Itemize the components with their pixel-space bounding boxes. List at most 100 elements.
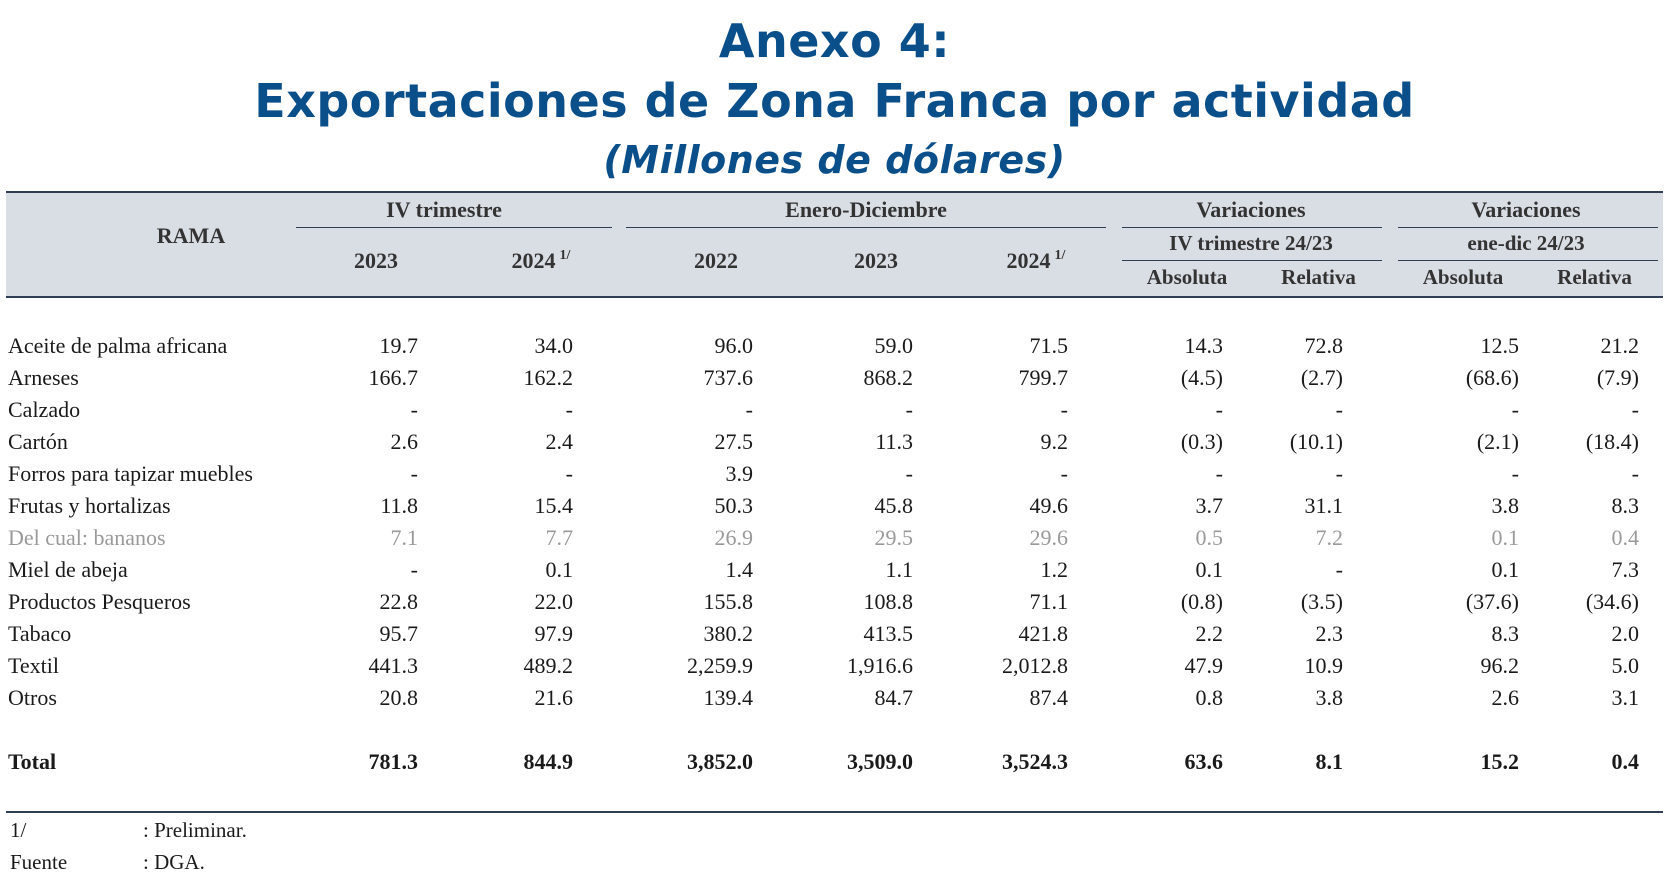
- row-label: Cartón: [8, 429, 68, 454]
- row-value: (68.6): [1465, 365, 1519, 390]
- row-value: 59.0: [874, 333, 914, 358]
- row-value: (2.7): [1300, 365, 1343, 390]
- row-value: 21.6: [534, 685, 574, 710]
- header-col-2023b: 2023: [854, 248, 898, 273]
- table-header: RAMA IV trimestre Enero-Diciembre Variac…: [6, 191, 1663, 298]
- table-row: Aceite de palma africana 19.7 34.0 96.0 59.0…: [8, 330, 1639, 362]
- row-value: 11.3: [875, 429, 913, 454]
- row-value: 3.8: [1491, 493, 1520, 518]
- row-value: 11.8: [380, 493, 418, 518]
- table-subrow: Del cual: bananos 7.1 7.7 26.9 29.5 29.6 0.5 7.…: [8, 522, 1639, 554]
- row-value: 22.0: [534, 589, 574, 614]
- header-col-relativa-1: Relativa: [1281, 265, 1356, 289]
- row-value: 71.1: [1029, 589, 1069, 614]
- row-value: 3.7: [1195, 493, 1224, 518]
- row-value: (0.3): [1180, 429, 1223, 454]
- row-value: -: [1060, 397, 1068, 422]
- row-value: 155.8: [703, 589, 754, 614]
- header-rule-iv: [296, 227, 612, 228]
- row-value: 96.2: [1480, 653, 1520, 678]
- header-rule-var2-sub: [1398, 260, 1658, 261]
- row-value: -: [1060, 461, 1068, 486]
- row-value: -: [565, 461, 573, 486]
- row-value: 31.1: [1304, 493, 1344, 518]
- title-line-1: Anexo 4:: [718, 14, 951, 68]
- header-col-absoluta-2: Absoluta: [1422, 265, 1504, 289]
- row-value: 0.1: [1491, 525, 1520, 550]
- footnote-mark: 1/: [1054, 248, 1066, 263]
- row-value: 3,524.3: [1002, 749, 1068, 774]
- row-value: 21.2: [1600, 333, 1640, 358]
- row-value: 844.9: [523, 749, 574, 774]
- header-group-variaciones-enedic: Variaciones: [1471, 197, 1581, 222]
- row-value: -: [1335, 397, 1343, 422]
- row-label: Frutas y hortalizas: [8, 493, 171, 518]
- header-var2-sub: ene-dic 24/23: [1467, 231, 1585, 255]
- row-value: -: [745, 397, 753, 422]
- table-row: Forros para tapizar muebles - - 3.9 - - - - - -: [8, 458, 1639, 490]
- row-value: 2.0: [1611, 621, 1640, 646]
- row-value: -: [410, 461, 418, 486]
- row-value: 1.2: [1040, 557, 1069, 582]
- row-value: (18.4): [1585, 429, 1639, 454]
- row-value: 29.6: [1029, 525, 1069, 550]
- row-value: 5.0: [1611, 653, 1640, 678]
- table-row: Textil 441.3 489.2 2,259.9 1,916.6 2,012.8 47.…: [8, 650, 1639, 682]
- header-rama: RAMA: [156, 223, 226, 248]
- row-value: 0.4: [1611, 525, 1640, 550]
- row-value: (7.9): [1596, 365, 1639, 390]
- row-value: 3,509.0: [847, 749, 913, 774]
- row-value: 29.5: [874, 525, 914, 550]
- row-value: 26.9: [714, 525, 754, 550]
- row-value: 2.4: [545, 429, 574, 454]
- row-label: Productos Pesqueros: [8, 589, 191, 614]
- row-value: 0.1: [1195, 557, 1224, 582]
- row-label: Textil: [8, 653, 60, 678]
- row-value: 8.3: [1611, 493, 1640, 518]
- row-value: 3,852.0: [687, 749, 753, 774]
- row-value: 12.5: [1480, 333, 1520, 358]
- row-value: -: [1511, 397, 1519, 422]
- row-value: 2.3: [1315, 621, 1344, 646]
- row-value: (0.8): [1180, 589, 1223, 614]
- spacer-cell: [8, 714, 1639, 746]
- table-bottom-rule: [6, 811, 1663, 813]
- row-value: 3.8: [1315, 685, 1344, 710]
- row-value: 421.8: [1018, 621, 1069, 646]
- row-value: 14.3: [1184, 333, 1224, 358]
- row-value: 7.1: [390, 525, 419, 550]
- row-label: Aceite de palma africana: [8, 333, 228, 358]
- row-value: 1.1: [885, 557, 914, 582]
- row-value: 15.4: [534, 493, 574, 518]
- header-col-2024: 2024 1/: [511, 248, 571, 273]
- row-value: (10.1): [1289, 429, 1343, 454]
- row-value: 1.4: [725, 557, 754, 582]
- row-label: Forros para tapizar muebles: [8, 461, 253, 486]
- row-value: 63.6: [1184, 749, 1224, 774]
- row-value: 781.3: [368, 749, 419, 774]
- table-row: Tabaco 95.7 97.9 380.2 413.5 421.8 2.2 2.3 8.3 2.…: [8, 618, 1639, 650]
- row-value: -: [410, 557, 418, 582]
- row-value: 97.9: [534, 621, 574, 646]
- row-value: 49.6: [1029, 493, 1069, 518]
- header-rule-var2: [1398, 227, 1658, 228]
- row-value: 441.3: [368, 653, 419, 678]
- row-value: -: [1215, 461, 1223, 486]
- row-label: Tabaco: [8, 621, 72, 646]
- row-value: -: [410, 397, 418, 422]
- row-value: 7.7: [545, 525, 574, 550]
- row-label: Calzado: [8, 397, 81, 422]
- row-value: 2.6: [1491, 685, 1520, 710]
- header-group-variaciones-iv: Variaciones: [1196, 197, 1306, 222]
- footnote-text-2: : DGA.: [143, 850, 205, 874]
- row-value: (2.1): [1476, 429, 1519, 454]
- row-label: Miel de abeja: [8, 557, 128, 582]
- footnote-key-2: Fuente: [10, 850, 68, 874]
- row-value: 27.5: [714, 429, 754, 454]
- row-value: 1,916.6: [847, 653, 913, 678]
- row-value: -: [905, 461, 913, 486]
- row-value: -: [1631, 397, 1639, 422]
- table-row: Otros 20.8 21.6 139.4 84.7 87.4 0.8 3.8 2.6 3.1: [8, 682, 1639, 714]
- row-value: 2.2: [1195, 621, 1224, 646]
- row-value: 166.7: [368, 365, 419, 390]
